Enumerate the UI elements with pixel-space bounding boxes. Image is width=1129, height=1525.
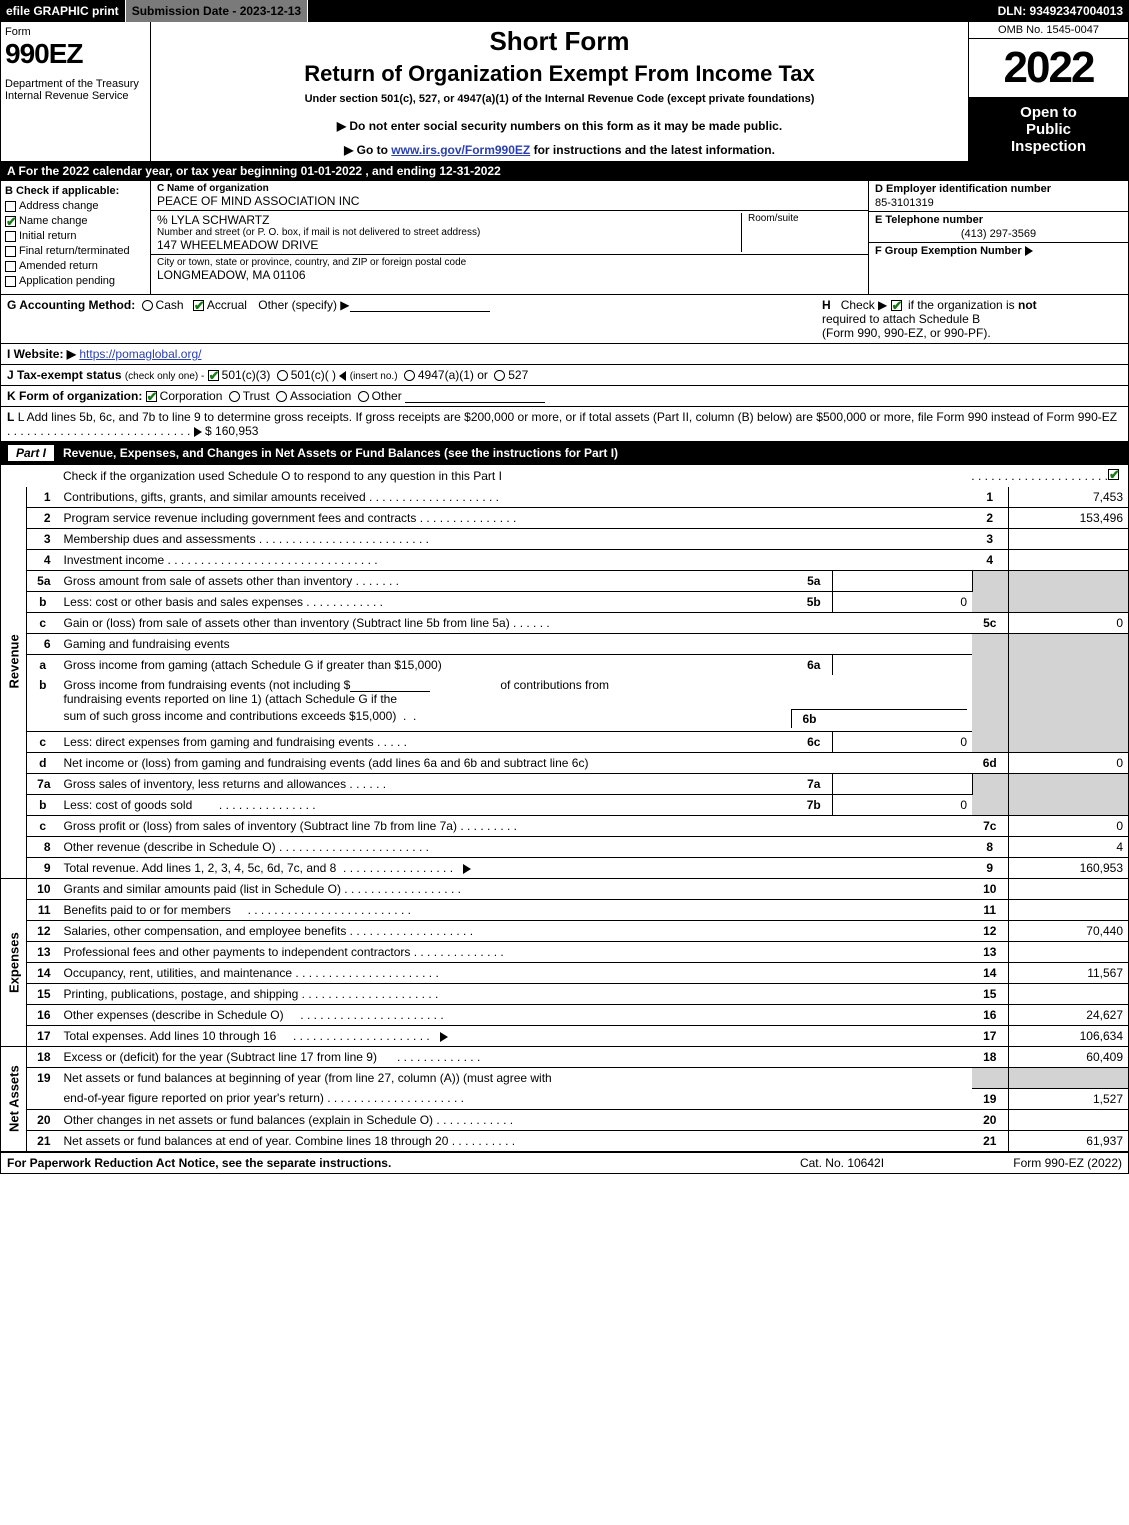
revenue-table: Revenue 1Contributions, gifts, grants, a… [1,487,1128,1151]
val-5b: 0 [832,592,972,613]
radio-527[interactable] [494,370,505,381]
amt-21: 61,937 [1008,1130,1128,1151]
info-block: B Check if applicable: Address change Na… [0,181,1129,295]
other-specify[interactable] [350,300,490,312]
amt-1: 7,453 [1008,487,1128,508]
chk-final[interactable]: Final return/terminated [5,245,146,257]
street-block: % LYLA SCHWARTZ Number and street (or P.… [151,211,868,255]
row-l: L L Add lines 5b, 6c, and 7b to line 9 t… [0,407,1129,442]
submission-date: Submission Date - 2023-12-13 [126,0,308,22]
row-k: K Form of organization: Corporation Trus… [0,386,1129,407]
header-center: Short Form Return of Organization Exempt… [151,22,968,161]
row-h: H Check ▶ if the organization is not req… [822,298,1122,340]
amt-7c: 0 [1008,816,1128,837]
omb-number: OMB No. 1545-0047 [969,22,1128,39]
amt-2: 153,496 [1008,508,1128,529]
radio-assoc[interactable] [276,391,287,402]
header-right: OMB No. 1545-0047 2022 Open to Public In… [968,22,1128,161]
val-7b: 0 [832,795,972,816]
amt-8: 4 [1008,837,1128,858]
org-name: PEACE OF MIND ASSOCIATION INC [157,194,862,208]
row-g: G Accounting Method: Cash Accrual Other … [7,298,822,340]
chk-501c3[interactable] [208,370,219,381]
irs-label: Internal Revenue Service [5,90,146,102]
amt-5c: 0 [1008,613,1128,634]
part-1-body: Check if the organization used Schedule … [0,465,1129,1152]
chk-schedule-b[interactable] [891,300,902,311]
row-a: A For the 2022 calendar year, or tax yea… [0,162,1129,181]
amt-12: 70,440 [1008,921,1128,942]
open-inspection: Open to Public Inspection [969,97,1128,161]
telephone: (413) 297-3569 [875,228,1122,240]
header-left: Form 990EZ Department of the Treasury In… [1,22,151,161]
radio-4947[interactable] [404,370,415,381]
amt-9: 160,953 [1008,858,1128,879]
form-header: Form 990EZ Department of the Treasury In… [0,22,1129,162]
dept-treasury: Department of the Treasury [5,78,146,90]
row-g-h: G Accounting Method: Cash Accrual Other … [0,295,1129,344]
care-of: % LYLA SCHWARTZ [157,213,737,227]
street: 147 WHEELMEADOW DRIVE [157,238,737,252]
website-link[interactable]: https://pomaglobal.org/ [79,347,201,361]
radio-cash[interactable] [142,300,153,311]
schedule-o-check: Check if the organization used Schedule … [1,465,1128,487]
instructions-link-row: ▶ Go to www.irs.gov/Form990EZ for instru… [159,143,960,157]
paperwork-notice: For Paperwork Reduction Act Notice, see … [7,1156,742,1170]
cat-no: Cat. No. 10642I [742,1156,942,1170]
row-j: J Tax-exempt status (check only one) - 5… [0,365,1129,386]
amt-18: 60,409 [1008,1047,1128,1068]
chk-pending[interactable]: Application pending [5,275,146,287]
ein-block: D Employer identification number 85-3101… [869,181,1128,212]
arrow-icon [1025,246,1033,256]
chk-accrual[interactable] [193,300,204,311]
efile-label[interactable]: efile GRAPHIC print [0,0,126,22]
org-name-block: C Name of organization PEACE OF MIND ASS… [151,181,868,211]
vlabel-expenses: Expenses [1,879,27,1047]
dln: DLN: 93492347004013 [992,0,1129,22]
radio-other[interactable] [358,391,369,402]
instructions-link[interactable]: www.irs.gov/Form990EZ [391,143,530,157]
short-form-title: Short Form [159,26,960,57]
radio-trust[interactable] [229,391,240,402]
part-tag: Part I [7,444,55,462]
city: LONGMEADOW, MA 01106 [157,268,862,282]
tax-year: 2022 [969,39,1128,97]
chk-corp[interactable] [146,391,157,402]
amt-14: 11,567 [1008,963,1128,984]
amt-17: 106,634 [1008,1026,1128,1047]
amt-19: 1,527 [1008,1088,1128,1109]
vlabel-net: Net Assets [1,1047,27,1151]
top-bar: efile GRAPHIC print Submission Date - 20… [0,0,1129,22]
chk-sched-o[interactable] [1108,469,1119,480]
col-b: B Check if applicable: Address change Na… [1,181,151,294]
part-1-header: Part I Revenue, Expenses, and Changes in… [0,442,1129,465]
chk-amended[interactable]: Amended return [5,260,146,272]
chk-address[interactable]: Address change [5,200,146,212]
form-label: Form [5,26,146,38]
row-i: I Website: ▶ https://pomaglobal.org/ [0,344,1129,365]
gross-receipts: $ 160,953 [205,424,258,438]
form-ref: Form 990-EZ (2022) [942,1156,1122,1170]
col-d: D Employer identification number 85-3101… [868,181,1128,294]
vlabel-revenue: Revenue [1,487,27,837]
col-c: C Name of organization PEACE OF MIND ASS… [151,181,868,294]
amt-6d: 0 [1008,753,1128,774]
val-6c: 0 [832,732,972,753]
col-b-header: B Check if applicable: [5,185,146,197]
chk-initial[interactable]: Initial return [5,230,146,242]
form-number: 990EZ [5,38,146,70]
group-block: F Group Exemption Number [869,243,1128,259]
ein: 85-3101319 [875,197,1122,209]
chk-name[interactable]: Name change [5,215,146,227]
subtitle: Under section 501(c), 527, or 4947(a)(1)… [159,93,960,105]
amt-16: 24,627 [1008,1005,1128,1026]
city-block: City or town, state or province, country… [151,255,868,284]
tel-block: E Telephone number (413) 297-3569 [869,212,1128,243]
ssn-notice: ▶ Do not enter social security numbers o… [159,119,960,133]
radio-501c[interactable] [277,370,288,381]
main-title: Return of Organization Exempt From Incom… [159,61,960,87]
page-footer: For Paperwork Reduction Act Notice, see … [0,1152,1129,1174]
